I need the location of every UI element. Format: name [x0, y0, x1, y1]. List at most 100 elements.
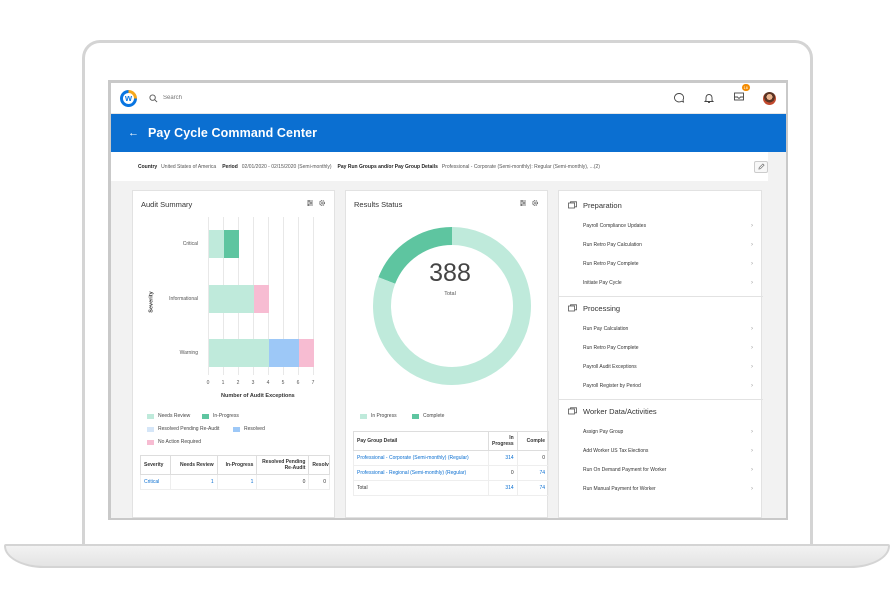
app-window: w 16 ← Pay Cycle Command Center Country …	[111, 83, 786, 518]
legend-swatch	[202, 413, 209, 419]
chart-settings-icon[interactable]	[306, 199, 314, 207]
groups-value: Professional - Corporate (Semi-monthly):…	[441, 163, 600, 170]
category-label: Warning	[179, 350, 198, 356]
task-label: Payroll Audit Exceptions	[583, 363, 637, 370]
chevron-right-icon: ›	[751, 428, 753, 435]
task-label: Run Retro Pay Complete	[583, 260, 639, 267]
legend-swatch	[360, 413, 367, 419]
bar-segment[interactable]	[209, 285, 254, 313]
gear-icon[interactable]	[531, 199, 539, 207]
table-row: Professional - Corporate (Semi-monthly) …	[353, 450, 550, 466]
x-tick-label: 0	[206, 380, 210, 386]
bar-segment[interactable]	[209, 230, 224, 258]
col-needs-review: Needs Review	[170, 455, 218, 475]
donut-slice[interactable]	[373, 227, 531, 385]
col-in-progress: In Progress	[488, 431, 518, 451]
inbox-icon	[734, 92, 744, 101]
bar-segment[interactable]	[224, 230, 239, 258]
col-in-progress: In-Progress	[216, 455, 258, 475]
task-item[interactable]: Add Worker US Tax Elections ›	[559, 441, 763, 460]
task-item[interactable]: Run Retro Pay Complete ›	[559, 254, 763, 273]
x-tick-label: 6	[296, 380, 300, 386]
table-cell[interactable]: 74	[516, 465, 550, 481]
col-complete: Comple	[516, 431, 550, 451]
laptop-base	[4, 544, 890, 568]
chat-icon[interactable]	[673, 92, 685, 104]
task-label: Payroll Register by Period	[583, 382, 641, 389]
bar-segment[interactable]	[299, 339, 314, 367]
legend-label: Needs Review	[158, 413, 191, 419]
chevron-right-icon: ›	[751, 382, 753, 389]
table-cell[interactable]: 74	[516, 480, 550, 496]
legend-label: In-Progress	[213, 413, 239, 419]
legend-item: In-Progress	[202, 413, 239, 419]
legend-item: Resolved Pending Re-Audit	[147, 426, 219, 432]
inbox-button[interactable]: 16	[733, 84, 750, 107]
results-status-title: Results Status	[354, 200, 403, 209]
task-label: Payroll Compliance Updates	[583, 222, 647, 229]
severity-link[interactable]: Critical	[139, 474, 172, 490]
gear-icon[interactable]	[318, 199, 326, 207]
task-item[interactable]: Run Manual Payment for Worker ›	[559, 479, 763, 498]
task-item[interactable]: Run Pay Calculation ›	[559, 319, 763, 338]
chevron-right-icon: ›	[751, 241, 753, 248]
gridline	[208, 217, 209, 375]
task-item[interactable]: Initiate Pay Cycle ›	[559, 273, 763, 292]
bar-segment[interactable]	[209, 339, 269, 367]
edit-filters-button[interactable]	[754, 160, 768, 173]
task-label: Assign Pay Group	[583, 428, 624, 435]
legend-item: Resolved	[233, 426, 265, 432]
task-label: Initiate Pay Cycle	[583, 279, 622, 286]
legend-swatch	[233, 426, 240, 432]
task-item[interactable]: Payroll Compliance Updates ›	[559, 216, 763, 235]
bar-segment[interactable]	[269, 339, 299, 367]
pay-group-link[interactable]: Professional - Regional (Semi-monthly) (…	[353, 465, 489, 481]
gridline	[313, 217, 314, 375]
x-tick-label: 7	[311, 380, 315, 386]
table-cell[interactable]: 1	[170, 474, 218, 490]
legend-label: Complete	[423, 413, 445, 419]
chevron-right-icon: ›	[751, 447, 753, 454]
table-cell[interactable]: 314	[488, 450, 518, 466]
x-tick-label: 3	[251, 380, 255, 386]
back-arrow-icon[interactable]: ←	[128, 127, 139, 139]
results-table: Pay Group Detail In Progress Comple Prof…	[353, 431, 550, 496]
task-item[interactable]: Run On Demand Payment for Worker ›	[559, 460, 763, 479]
task-item[interactable]: Assign Pay Group ›	[559, 422, 763, 441]
bell-icon[interactable]	[703, 92, 715, 104]
task-label: Run Retro Pay Calculation	[583, 241, 642, 248]
chevron-right-icon: ›	[751, 344, 753, 351]
workday-logo[interactable]: w	[120, 89, 137, 107]
bar-segment[interactable]	[254, 285, 269, 313]
task-label: Run Pay Calculation	[583, 325, 629, 332]
col-pay-group: Pay Group Detail	[353, 431, 489, 451]
period-value: 02/01/2020 - 02/15/2020 (Semi-monthly)	[241, 163, 332, 170]
donut-slice[interactable]	[378, 227, 453, 285]
audit-summary-title: Audit Summary	[141, 200, 193, 209]
category-label: Informational	[169, 296, 198, 302]
legend-item: Needs Review	[147, 413, 190, 419]
search-box[interactable]	[149, 93, 329, 103]
legend-swatch	[147, 413, 154, 419]
country-label: Country	[138, 163, 158, 170]
top-bar: w 16	[111, 83, 786, 114]
chevron-right-icon: ›	[751, 222, 753, 229]
legend-item: Complete	[412, 413, 444, 419]
pay-group-link[interactable]: Professional - Corporate (Semi-monthly) …	[353, 450, 489, 466]
table-cell[interactable]: 314	[488, 480, 518, 496]
legend-swatch	[147, 439, 154, 445]
task-item[interactable]: Payroll Audit Exceptions ›	[559, 357, 763, 376]
x-tick-label: 4	[266, 380, 270, 386]
table-cell: 0	[516, 450, 550, 466]
search-input[interactable]	[163, 95, 313, 101]
task-item[interactable]: Run Retro Pay Calculation ›	[559, 235, 763, 254]
section-title: Preparation	[583, 200, 622, 210]
gridline	[298, 217, 299, 375]
task-item[interactable]: Run Retro Pay Complete ›	[559, 338, 763, 357]
chart-settings-icon[interactable]	[519, 199, 527, 207]
table-cell: 0	[308, 474, 330, 490]
task-item[interactable]: Payroll Register by Period ›	[559, 376, 763, 395]
table-cell[interactable]: 1	[216, 474, 258, 490]
avatar[interactable]	[763, 91, 776, 105]
